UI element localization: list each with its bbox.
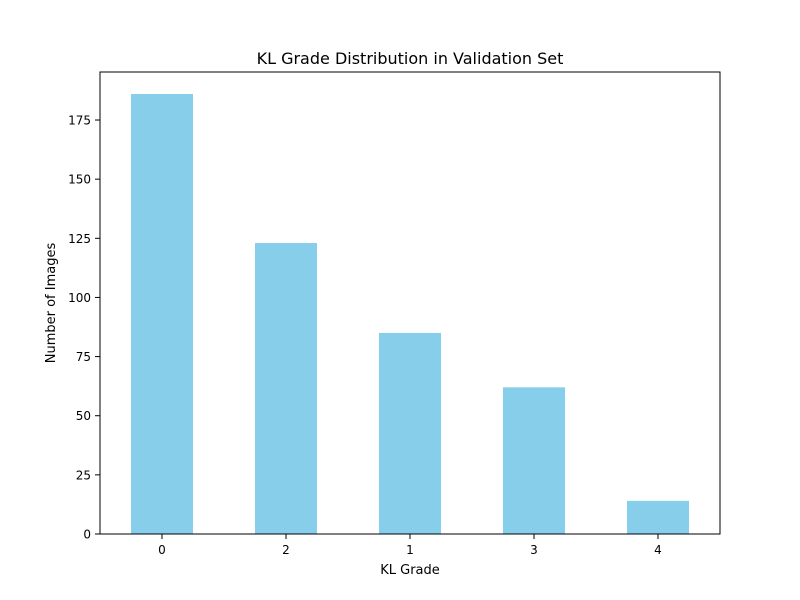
y-tick-label: 25 — [76, 468, 91, 482]
y-axis: 0 25 50 75 100 125 150 175 — [68, 114, 100, 542]
bar-0 — [131, 94, 193, 534]
x-tick-label: 4 — [654, 543, 662, 557]
x-tick-label: 3 — [530, 543, 538, 557]
x-tick-label: 2 — [282, 543, 290, 557]
bar-3 — [503, 387, 565, 534]
y-tick-label: 75 — [76, 350, 91, 364]
x-tick-label: 1 — [406, 543, 414, 557]
y-tick-label: 50 — [76, 409, 91, 423]
x-axis: 0 2 1 3 4 — [158, 534, 662, 557]
bar-2 — [255, 243, 317, 534]
x-tick-label: 0 — [158, 543, 166, 557]
chart-title: KL Grade Distribution in Validation Set — [257, 49, 564, 68]
y-tick-label: 0 — [83, 528, 91, 542]
bar-4 — [627, 500, 689, 534]
bars-group — [131, 94, 689, 534]
bar-1 — [379, 332, 441, 534]
x-axis-label: KL Grade — [380, 563, 440, 578]
y-tick-label: 125 — [68, 232, 91, 246]
y-tick-label: 175 — [68, 114, 91, 128]
y-tick-label: 100 — [68, 291, 91, 305]
y-axis-label: Number of Images — [44, 243, 59, 364]
y-tick-label: 150 — [68, 173, 91, 187]
